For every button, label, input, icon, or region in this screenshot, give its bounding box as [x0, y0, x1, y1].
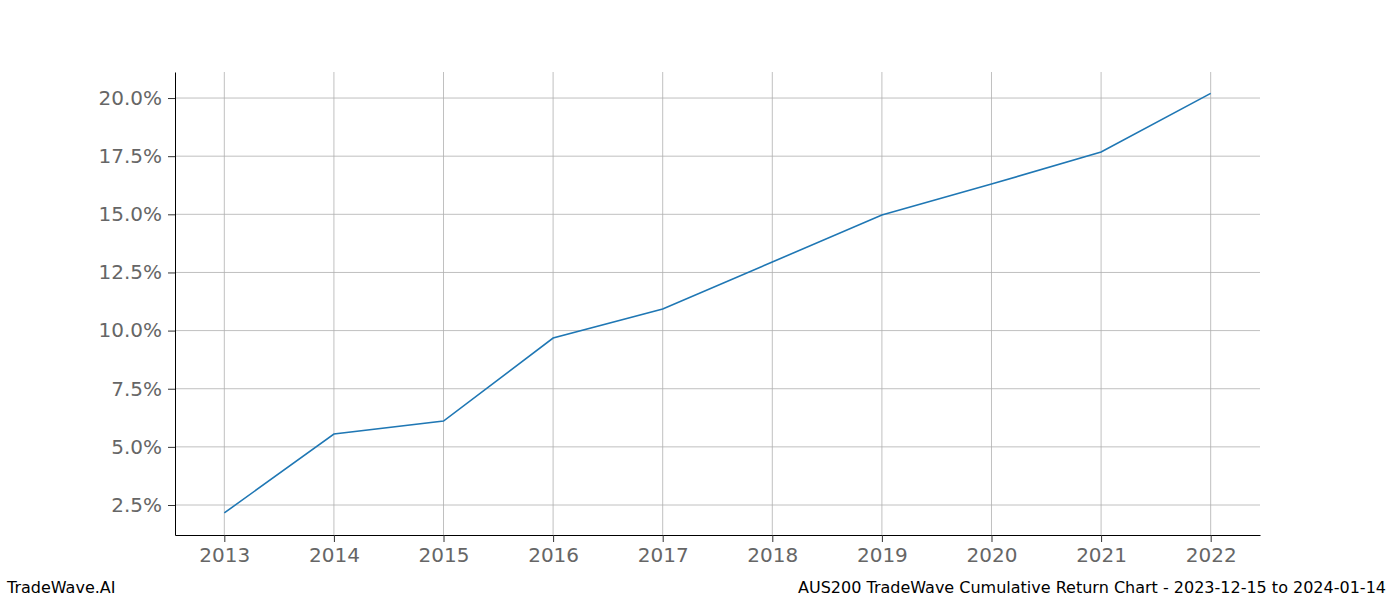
y-axis: 2.5% 5.0% 7.5% 10.0% 12.5% 15.0% 17.5% 20.0% [98, 73, 175, 536]
y-tick: 2.5% [111, 493, 175, 517]
grid-line-x [443, 72, 444, 535]
x-tick-label: 2020 [967, 543, 1018, 567]
x-tick-mark [334, 535, 335, 542]
x-tick-label: 2018 [747, 543, 798, 567]
x-tick-label: 2019 [857, 543, 908, 567]
y-tick-mark [168, 389, 175, 390]
grid-line-x [224, 72, 225, 535]
grid-line-x [881, 72, 882, 535]
y-tick-label: 17.5% [98, 144, 162, 168]
x-tick-label: 2022 [1186, 543, 1237, 567]
x-tick: 2022 [1186, 535, 1237, 567]
grid [175, 72, 1260, 535]
x-axis: 2013 2014 2015 2016 2017 2018 2019 2020 2021 2022 [176, 535, 1261, 567]
y-tick-mark [168, 98, 175, 99]
y-tick-label: 7.5% [111, 377, 162, 401]
y-tick: 17.5% [98, 144, 175, 168]
x-tick-mark [444, 535, 445, 542]
grid-line-y [175, 272, 1260, 273]
x-tick: 2015 [419, 535, 470, 567]
y-tick-mark [168, 331, 175, 332]
y-tick-label: 15.0% [98, 202, 162, 226]
grid-line-y [175, 156, 1260, 157]
x-tick: 2014 [309, 535, 360, 567]
y-tick: 5.0% [111, 435, 175, 459]
grid-line-y [175, 98, 1260, 99]
y-tick-mark [168, 272, 175, 273]
chart: 2013 2014 2015 2016 2017 2018 2019 2020 2021 2022… [0, 0, 1400, 600]
grid-line-y [175, 505, 1260, 506]
grid-line-y [175, 446, 1260, 447]
y-tick-label: 5.0% [111, 435, 162, 459]
grid-line-x [553, 72, 554, 535]
y-tick: 7.5% [111, 377, 175, 401]
y-tick-label: 2.5% [111, 493, 162, 517]
grid-line-y [175, 388, 1260, 389]
x-tick: 2020 [967, 535, 1018, 567]
grid-line-x [333, 72, 334, 535]
grid-line-y [175, 214, 1260, 215]
title: AUS200 TradeWave Cumulative Return Chart… [798, 578, 1386, 597]
x-tick: 2016 [528, 535, 579, 567]
y-tick-label: 10.0% [98, 318, 162, 342]
x-axis-line [176, 535, 1261, 536]
x-tick-label: 2015 [419, 543, 470, 567]
x-tick-mark [772, 535, 773, 542]
grid-line-y [175, 330, 1260, 331]
y-tick: 10.0% [98, 318, 175, 342]
x-tick-mark [1211, 535, 1212, 542]
x-tick-label: 2014 [309, 543, 360, 567]
y-tick-mark [168, 214, 175, 215]
x-tick: 2019 [857, 535, 908, 567]
y-tick: 20.0% [98, 86, 175, 110]
plot-area: 2013 2014 2015 2016 2017 2018 2019 2020 2021 2022… [98, 72, 1260, 567]
x-tick: 2018 [747, 535, 798, 567]
grid-line-x [1101, 72, 1102, 535]
y-tick-mark [168, 505, 175, 506]
grid-line-x [772, 72, 773, 535]
x-tick-mark [663, 535, 664, 542]
grid-line-x [991, 72, 992, 535]
x-tick-label: 2013 [199, 543, 250, 567]
x-tick: 2021 [1076, 535, 1127, 567]
y-axis-line [175, 73, 176, 536]
y-tick-mark [168, 156, 175, 157]
x-tick-mark [882, 535, 883, 542]
x-tick-label: 2017 [638, 543, 689, 567]
x-tick: 2013 [199, 535, 250, 567]
y-tick: 12.5% [98, 260, 175, 284]
y-tick: 15.0% [98, 202, 175, 226]
line [224, 93, 1210, 513]
x-tick-mark [224, 535, 225, 542]
y-tick-label: 12.5% [98, 260, 162, 284]
grid-line-x [1210, 72, 1211, 535]
footer-left: TradeWave.AI [6, 578, 115, 597]
x-tick-mark [553, 535, 554, 542]
x-tick-label: 2021 [1076, 543, 1127, 567]
x-tick-label: 2016 [528, 543, 579, 567]
series-group [224, 93, 1210, 513]
grid-line-x [662, 72, 663, 535]
x-tick: 2017 [638, 535, 689, 567]
y-tick-label: 20.0% [98, 86, 162, 110]
x-tick-mark [1101, 535, 1102, 542]
y-tick-mark [168, 447, 175, 448]
x-tick-mark [991, 535, 992, 542]
